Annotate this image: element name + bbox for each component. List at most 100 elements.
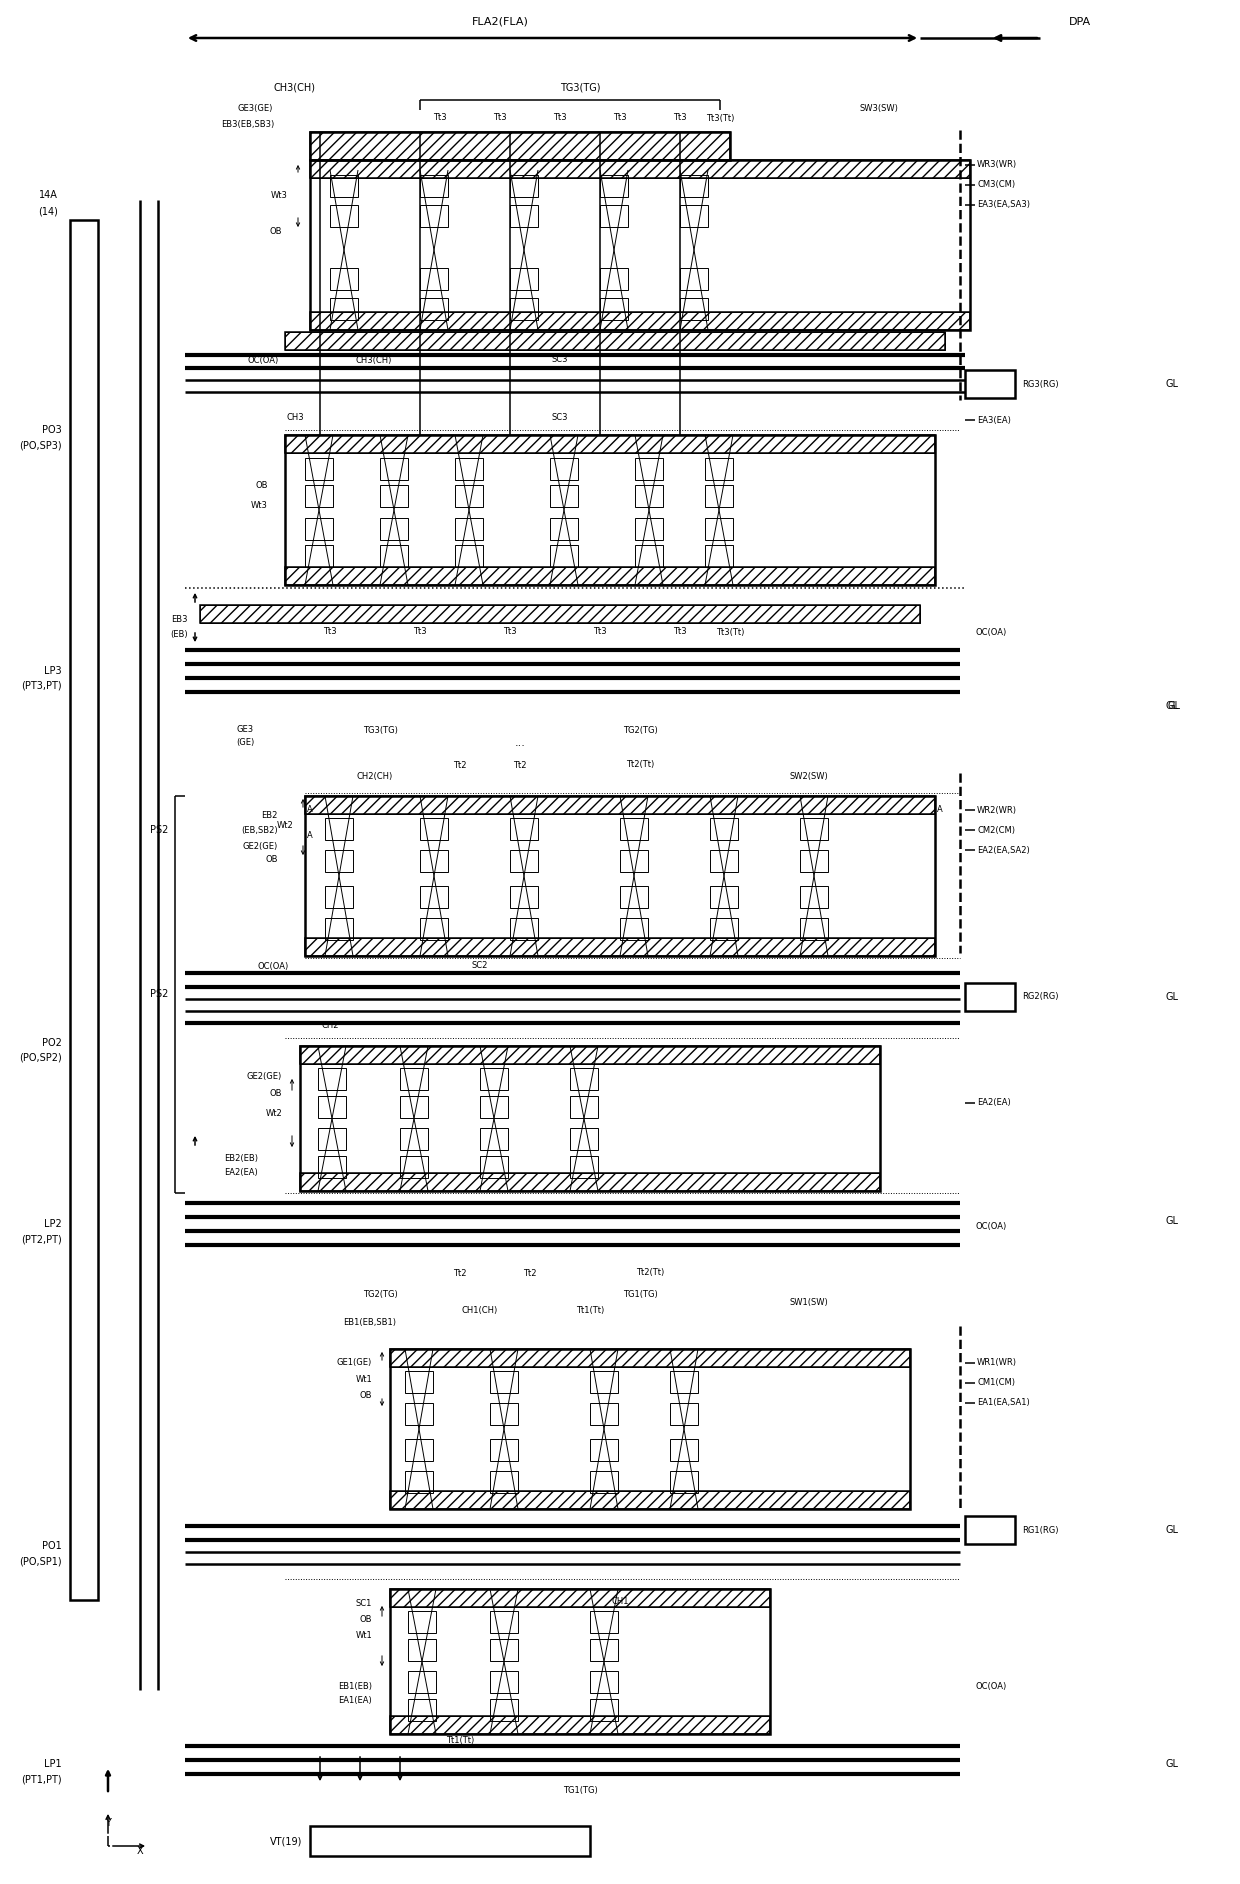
Bar — [590, 1671, 618, 1694]
Bar — [69, 220, 98, 1600]
Text: A: A — [937, 806, 942, 814]
Text: ...: ... — [515, 739, 526, 748]
Bar — [379, 458, 408, 480]
Bar — [305, 797, 935, 814]
Text: VT(19): VT(19) — [269, 1837, 303, 1846]
Text: Tt3: Tt3 — [673, 113, 687, 122]
Bar — [635, 544, 663, 567]
Bar — [310, 160, 970, 177]
Bar — [635, 484, 663, 507]
Text: TG2(TG): TG2(TG) — [362, 1291, 397, 1300]
Bar — [455, 484, 484, 507]
Bar — [310, 160, 970, 177]
Text: X: X — [136, 1846, 144, 1856]
Bar — [800, 918, 828, 940]
Bar — [305, 458, 334, 480]
Text: GL: GL — [1166, 379, 1178, 388]
Bar — [706, 518, 733, 541]
Text: A: A — [308, 806, 312, 814]
Bar — [490, 1639, 518, 1662]
Text: Tt3: Tt3 — [433, 113, 446, 122]
Bar — [510, 885, 538, 908]
Bar — [600, 175, 627, 198]
Bar — [285, 332, 945, 350]
Bar — [401, 1129, 428, 1149]
Bar — [490, 1471, 518, 1492]
Bar — [310, 313, 970, 330]
Bar — [490, 1671, 518, 1694]
Bar — [305, 938, 935, 955]
Text: CH2: CH2 — [321, 1021, 339, 1031]
Text: A: A — [308, 831, 312, 840]
Text: WR2(WR): WR2(WR) — [977, 806, 1017, 814]
Bar — [510, 175, 538, 198]
Text: EB3(EB,SB3): EB3(EB,SB3) — [222, 119, 274, 128]
Text: GE2(GE): GE2(GE) — [243, 842, 278, 850]
Bar — [551, 544, 578, 567]
Bar — [480, 1157, 508, 1178]
Bar — [490, 1404, 518, 1424]
Text: EA2(EA): EA2(EA) — [224, 1168, 258, 1178]
Bar — [510, 918, 538, 940]
Text: SW1(SW): SW1(SW) — [790, 1298, 828, 1307]
Text: TG3(TG): TG3(TG) — [559, 83, 600, 92]
Bar — [420, 268, 448, 290]
Bar — [590, 1699, 618, 1720]
Bar — [330, 298, 358, 320]
Text: GE1(GE): GE1(GE) — [337, 1358, 372, 1368]
Text: (EB,SB2): (EB,SB2) — [242, 825, 278, 835]
Text: Wt3: Wt3 — [252, 501, 268, 509]
Text: PO1: PO1 — [42, 1541, 62, 1551]
Text: OC(OA): OC(OA) — [975, 1221, 1006, 1230]
Text: (PT3,PT): (PT3,PT) — [21, 680, 62, 691]
Text: GL: GL — [1166, 701, 1178, 710]
Bar — [408, 1639, 436, 1662]
Bar — [391, 1716, 770, 1733]
Text: Tt3(Tt): Tt3(Tt) — [715, 627, 744, 637]
Bar — [408, 1611, 436, 1633]
Bar — [490, 1611, 518, 1633]
Bar — [391, 1349, 910, 1368]
Text: CH3(CH): CH3(CH) — [274, 83, 316, 92]
Text: Tt3: Tt3 — [593, 627, 606, 637]
Text: GE3: GE3 — [237, 725, 253, 735]
Bar — [455, 544, 484, 567]
Bar — [670, 1439, 698, 1460]
Bar — [600, 298, 627, 320]
Bar — [285, 435, 935, 452]
Text: RG2(RG): RG2(RG) — [1022, 993, 1059, 1002]
Bar — [965, 983, 1016, 1012]
Text: GE3(GE): GE3(GE) — [237, 104, 273, 113]
Bar — [620, 918, 649, 940]
Text: PO2: PO2 — [42, 1038, 62, 1048]
Bar — [680, 268, 708, 290]
Bar — [300, 1174, 880, 1191]
Bar — [706, 484, 733, 507]
Bar — [590, 1611, 618, 1633]
Bar — [711, 818, 738, 840]
Text: CH2(CH): CH2(CH) — [357, 772, 393, 780]
Text: EA2(EA,SA2): EA2(EA,SA2) — [977, 846, 1029, 855]
Text: 14A: 14A — [40, 190, 58, 200]
Text: EB3: EB3 — [171, 616, 188, 624]
Bar — [391, 1349, 910, 1509]
Bar — [551, 484, 578, 507]
Bar — [420, 850, 448, 872]
Text: Tt2(Tt): Tt2(Tt) — [636, 1268, 665, 1277]
Text: WR1(WR): WR1(WR) — [977, 1358, 1017, 1368]
Text: (PO,SP3): (PO,SP3) — [20, 441, 62, 450]
Text: EA1(EA): EA1(EA) — [339, 1696, 372, 1705]
Bar — [670, 1471, 698, 1492]
Bar — [405, 1439, 433, 1460]
Text: PO3: PO3 — [42, 426, 62, 435]
Bar — [379, 544, 408, 567]
Bar — [200, 605, 920, 624]
Bar — [420, 918, 448, 940]
Text: Wt1: Wt1 — [355, 1632, 372, 1641]
Text: (GE): (GE) — [236, 739, 254, 748]
Bar — [706, 544, 733, 567]
Bar — [379, 484, 408, 507]
Text: FLA2(FLA): FLA2(FLA) — [471, 17, 528, 26]
Text: EA1(EA,SA1): EA1(EA,SA1) — [977, 1398, 1029, 1407]
Bar — [330, 268, 358, 290]
